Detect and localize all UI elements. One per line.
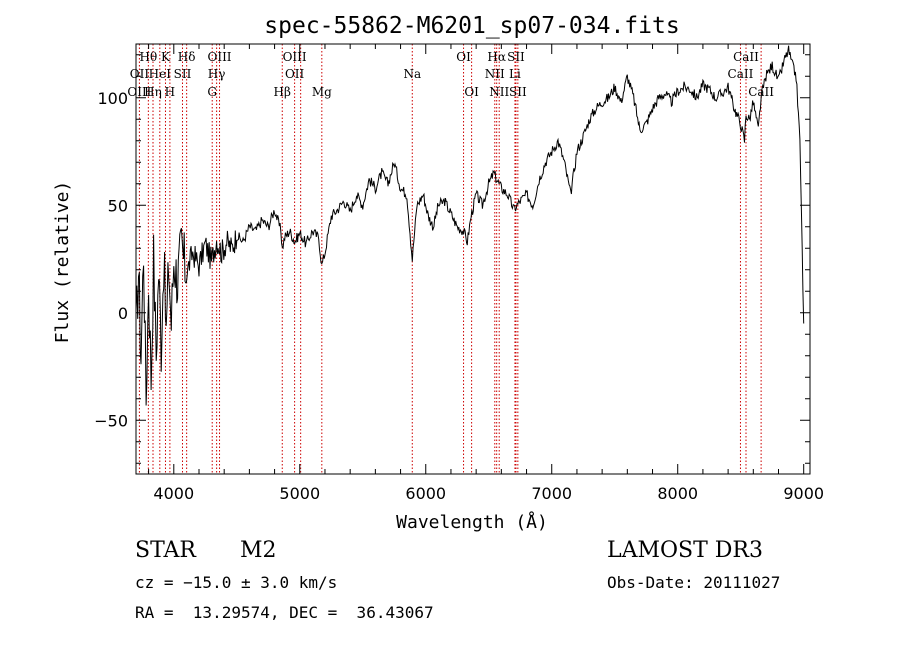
- x-tick-label: 8000: [657, 484, 698, 503]
- line-label: OIII: [207, 50, 231, 64]
- line-label: CaII: [733, 50, 759, 64]
- y-tick-label: −50: [94, 411, 128, 430]
- line-label: CaII: [728, 67, 754, 81]
- line-label: SII: [507, 50, 525, 64]
- line-label: SII: [509, 85, 527, 99]
- x-tick-label: 6000: [405, 484, 446, 503]
- emission-line-markers: [138, 44, 762, 474]
- y-axis-label: Flux (relative): [52, 181, 73, 344]
- y-tick-label: 50: [108, 196, 128, 215]
- line-label: OIII: [283, 50, 307, 64]
- line-label: Hη: [144, 85, 162, 99]
- line-label: Na: [403, 67, 421, 81]
- line-label: OI: [464, 85, 479, 99]
- spectrum-series: [135, 45, 805, 406]
- redshift-info: cz = −15.0 ± 3.0 km/s: [135, 573, 338, 592]
- line-label: NII: [485, 67, 505, 81]
- line-label: Hθ: [139, 50, 157, 64]
- x-axis-ticks: 4000 5000 6000 7000 8000 9000: [148, 44, 824, 503]
- y-axis-ticks: −50 0 50 100: [94, 54, 810, 464]
- line-label: G: [207, 85, 217, 99]
- line-label: Mg: [312, 85, 332, 99]
- line-label: OII: [130, 67, 150, 81]
- line-label: K: [161, 50, 171, 64]
- line-label: OII: [285, 67, 305, 81]
- x-tick-label: 7000: [531, 484, 572, 503]
- line-label: Hα: [487, 50, 506, 64]
- line-label: Li: [509, 67, 521, 81]
- object-subclass: M2: [240, 538, 277, 563]
- x-tick-label: 9000: [783, 484, 824, 503]
- x-tick-label: 4000: [153, 484, 194, 503]
- line-label: Hγ: [208, 67, 226, 81]
- x-tick-label: 5000: [279, 484, 320, 503]
- object-class: STAR: [135, 538, 196, 563]
- survey-name: LAMOST DR3: [607, 538, 763, 563]
- line-label: H: [165, 85, 175, 99]
- line-label: OI: [456, 50, 471, 64]
- line-label: SII: [174, 67, 192, 81]
- observation-date: Obs-Date: 20111027: [607, 573, 781, 592]
- line-label: OIII: [127, 85, 151, 99]
- coordinates: RA = 13.29574, DEC = 36.43067: [135, 603, 434, 622]
- line-label: Hδ: [178, 50, 196, 64]
- line-label: HeI: [149, 67, 172, 81]
- y-tick-label: 100: [97, 89, 128, 108]
- line-label: NII: [489, 85, 509, 99]
- line-label: Hβ: [274, 85, 291, 99]
- chart-title: spec-55862-M6201_sp07-034.fits: [264, 13, 679, 39]
- x-axis-label: Wavelength (Å): [396, 511, 548, 533]
- y-tick-label: 0: [118, 304, 128, 323]
- plot-frame: [135, 43, 811, 475]
